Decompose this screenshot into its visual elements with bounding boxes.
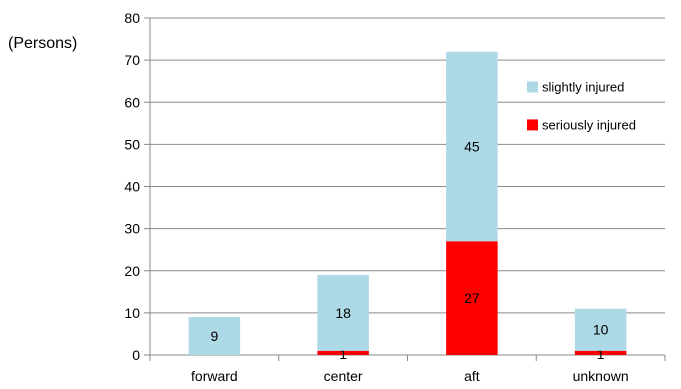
y-tick-label: 60 (124, 94, 140, 110)
y-tick-label: 70 (124, 52, 140, 68)
x-category-label: center (324, 368, 363, 384)
y-axis-unit-label: (Persons) (8, 35, 77, 52)
bar-slightly-injured-center (317, 274, 369, 351)
y-tick-label: 10 (124, 305, 140, 321)
legend-entry-label: slightly injured (542, 80, 624, 95)
bar-slightly-injured-forward (188, 317, 241, 355)
gridlines (150, 17, 665, 356)
bar-slightly-injured-unknown (574, 308, 627, 351)
x-category-label: forward (191, 368, 238, 384)
data-label: 1 (597, 346, 605, 362)
legend-swatch (527, 119, 538, 131)
data-label: 27 (464, 290, 480, 306)
x-axis: forward center aft unknown (149, 355, 666, 384)
data-label: 1 (339, 346, 347, 362)
bar-slightly-injured-aft (446, 51, 498, 242)
x-category-label: unknown (573, 368, 629, 384)
bar-seriously-injured-unknown (574, 350, 627, 355)
y-axis: 0 10 20 30 40 50 60 70 80 (124, 10, 151, 363)
y-tick-label: 40 (124, 179, 140, 195)
data-label: 10 (593, 322, 609, 338)
y-tick-label: 30 (124, 221, 140, 237)
data-label: 45 (464, 138, 480, 154)
y-tick-label: 0 (132, 347, 140, 363)
x-category-label: aft (464, 368, 480, 384)
data-label: 9 (210, 328, 218, 344)
legend-swatch (527, 81, 538, 93)
bar-seriously-injured-center (317, 350, 369, 355)
y-tick-label: 50 (124, 136, 140, 152)
legend: slightly injured seriously injured (527, 80, 636, 132)
bar-seriously-injured-aft (446, 241, 498, 355)
data-label: 18 (335, 305, 351, 321)
y-tick-label: 80 (124, 10, 140, 26)
bars: 9 1 18 27 45 1 10 (188, 51, 627, 362)
y-tick-label: 20 (124, 263, 140, 279)
legend-entry-label: seriously injured (542, 117, 636, 132)
